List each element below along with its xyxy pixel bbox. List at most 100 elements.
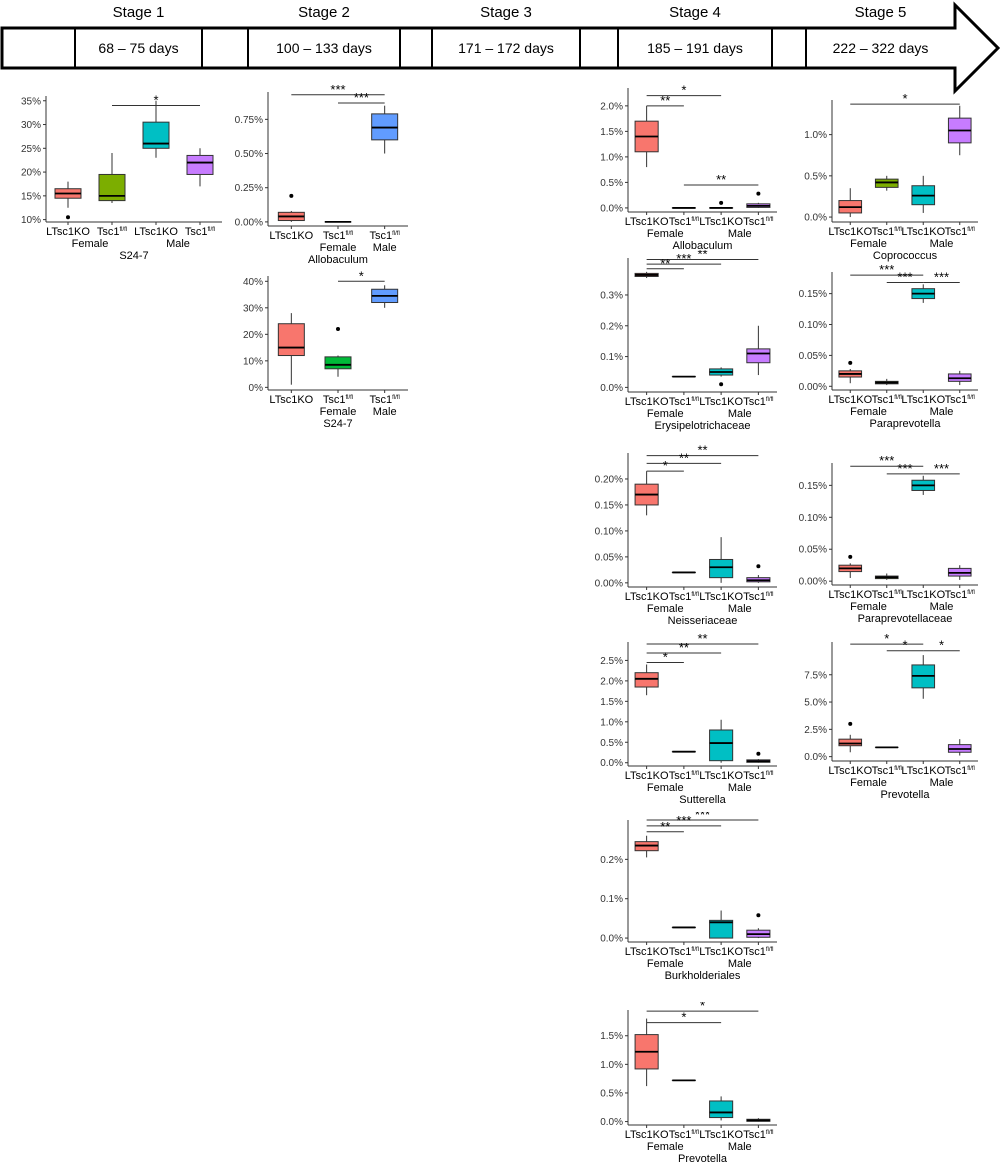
sig-label: ** <box>660 256 670 271</box>
boxplot-10: 0.0%2.5%5.0%7.5%* * *LTsc1KO Tsc1fl/fl LTsc1… <box>804 634 978 801</box>
x-tick-suffix: fl/fl <box>894 590 902 596</box>
outlier-point <box>848 554 853 559</box>
x-tick-label: LTsc1KO <box>625 770 669 782</box>
sex-label-female: Female <box>647 603 684 615</box>
x-tick-label: Tsc1fl/fl <box>872 394 902 406</box>
y-tick-label: 15% <box>21 191 41 202</box>
sig-label: * <box>902 92 907 106</box>
y-tick-label: 0.00% <box>799 382 827 393</box>
timeline-arrow <box>0 1 1000 95</box>
sex-label-female: Female <box>320 242 357 254</box>
y-tick-label: 30% <box>243 303 263 314</box>
x-tick-label: LTsc1KO <box>828 765 872 777</box>
y-tick-label: 0.5% <box>804 171 827 182</box>
x-tick-label: LTsc1KO <box>901 589 945 601</box>
y-tick-label: 0.10% <box>799 513 827 524</box>
sig-label: *** <box>676 251 691 266</box>
outlier-point <box>756 564 761 569</box>
y-tick-label: 0.10% <box>595 526 623 537</box>
chart-title: Prevotella <box>678 1153 728 1165</box>
sex-label-female: Female <box>647 782 684 794</box>
stage-days: 222 – 322 days <box>833 40 929 56</box>
y-tick-label: 2.0% <box>600 676 623 687</box>
sex-label-male: Male <box>373 242 397 254</box>
x-tick-label: LTsc1KO <box>625 946 669 958</box>
y-tick-label: 0.75% <box>235 115 263 126</box>
x-tick-suffix: fl/fl <box>691 217 699 223</box>
sex-label-male: Male <box>166 238 190 250</box>
y-tick-label: 0.5% <box>600 178 623 189</box>
x-tick-suffix: fl/fl <box>894 227 902 233</box>
sig-label: * <box>153 93 158 108</box>
box-0 <box>634 664 659 696</box>
sex-label-male: Male <box>728 408 752 420</box>
sex-label-female: Female <box>647 228 684 240</box>
x-tick-suffix: fl/fl <box>894 395 902 401</box>
box-2 <box>709 200 734 209</box>
sex-label-male: Male <box>728 603 752 615</box>
boxplot-3: 0.0%0.5%1.0%1.5%2.0%*****LTsc1KO Tsc1fl/f… <box>600 83 777 252</box>
stage-timeline: Stage 1 68 – 75 days Stage 2 100 – 133 days… <box>0 1 1000 95</box>
sex-label-male: Male <box>930 777 954 789</box>
x-tick-suffix: fl/fl <box>766 947 774 953</box>
x-tick-label: Tsc1fl/fl <box>743 216 773 228</box>
box-rect <box>634 672 659 688</box>
x-tick-suffix: fl/fl <box>392 395 400 401</box>
x-tick-suffix: fl/fl <box>967 395 975 401</box>
stage-label: Stage 5 <box>855 4 907 21</box>
sig-label: *** <box>897 461 912 476</box>
sig-label: * <box>681 1010 686 1025</box>
x-tick-label: Tsc1fl/fl <box>945 394 975 406</box>
sig-label: ** <box>697 634 707 646</box>
x-tick-label: LTsc1KO <box>269 230 313 242</box>
x-tick-label: LTsc1KO <box>269 394 313 406</box>
sig-label: * <box>681 83 686 98</box>
chart-title: Erysipelotrichaceae <box>655 420 751 432</box>
chart-title: Coprococcus <box>873 250 938 262</box>
box-0 <box>277 193 305 222</box>
box-0 <box>277 313 305 385</box>
chart-title: Burkholderiales <box>665 970 741 982</box>
boxplot-9: 0.0%0.5%1.0%1.5%2.0%2.5%*****LTsc1KO Tsc1… <box>600 634 777 806</box>
box-0 <box>634 105 659 168</box>
y-tick-label: 5.0% <box>804 698 827 709</box>
y-tick-label: 0.00% <box>235 217 263 228</box>
y-tick-label: 35% <box>21 96 41 107</box>
box-3 <box>746 913 771 939</box>
x-tick-label: LTsc1KO <box>901 765 945 777</box>
x-tick-suffix: fl/fl <box>345 231 353 237</box>
outlier-point <box>336 327 340 332</box>
x-tick-label: Tsc1fl/fl <box>743 770 773 782</box>
sig-label: *** <box>879 455 894 468</box>
sex-label-female: Female <box>647 408 684 420</box>
outlier-point <box>848 360 853 365</box>
box-2 <box>911 655 936 699</box>
sig-label: ** <box>697 445 707 458</box>
sig-label: *** <box>879 264 894 277</box>
x-tick-label: Tsc1fl/fl <box>872 589 902 601</box>
x-tick-suffix: fl/fl <box>691 397 699 403</box>
box-0 <box>54 181 82 220</box>
outlier-point <box>756 751 761 756</box>
y-tick-label: 1.5% <box>600 697 623 708</box>
x-tick-label: Tsc1fl/fl <box>370 230 400 242</box>
sex-label-female: Female <box>320 406 357 418</box>
y-tick-label: 25% <box>21 144 41 155</box>
box-3 <box>186 148 214 187</box>
sex-label-female: Female <box>647 958 684 970</box>
y-tick-label: 0.1% <box>600 894 623 905</box>
y-tick-label: 0.05% <box>595 552 623 563</box>
x-tick-label: LTsc1KO <box>828 394 872 406</box>
y-tick-label: 2.0% <box>600 101 623 112</box>
chart-title: S24-7 <box>323 418 352 430</box>
y-tick-label: 10% <box>21 215 41 226</box>
y-tick-label: 0.0% <box>804 752 827 763</box>
y-tick-label: 0.20% <box>595 474 623 485</box>
box-0 <box>838 721 863 753</box>
sex-label-female: Female <box>850 601 887 613</box>
x-tick-label: Tsc1fl/fl <box>669 946 699 958</box>
x-tick-label: LTsc1KO <box>46 226 90 238</box>
box-0 <box>838 360 863 384</box>
box-0 <box>634 835 659 858</box>
sig-label: ** <box>697 250 707 262</box>
